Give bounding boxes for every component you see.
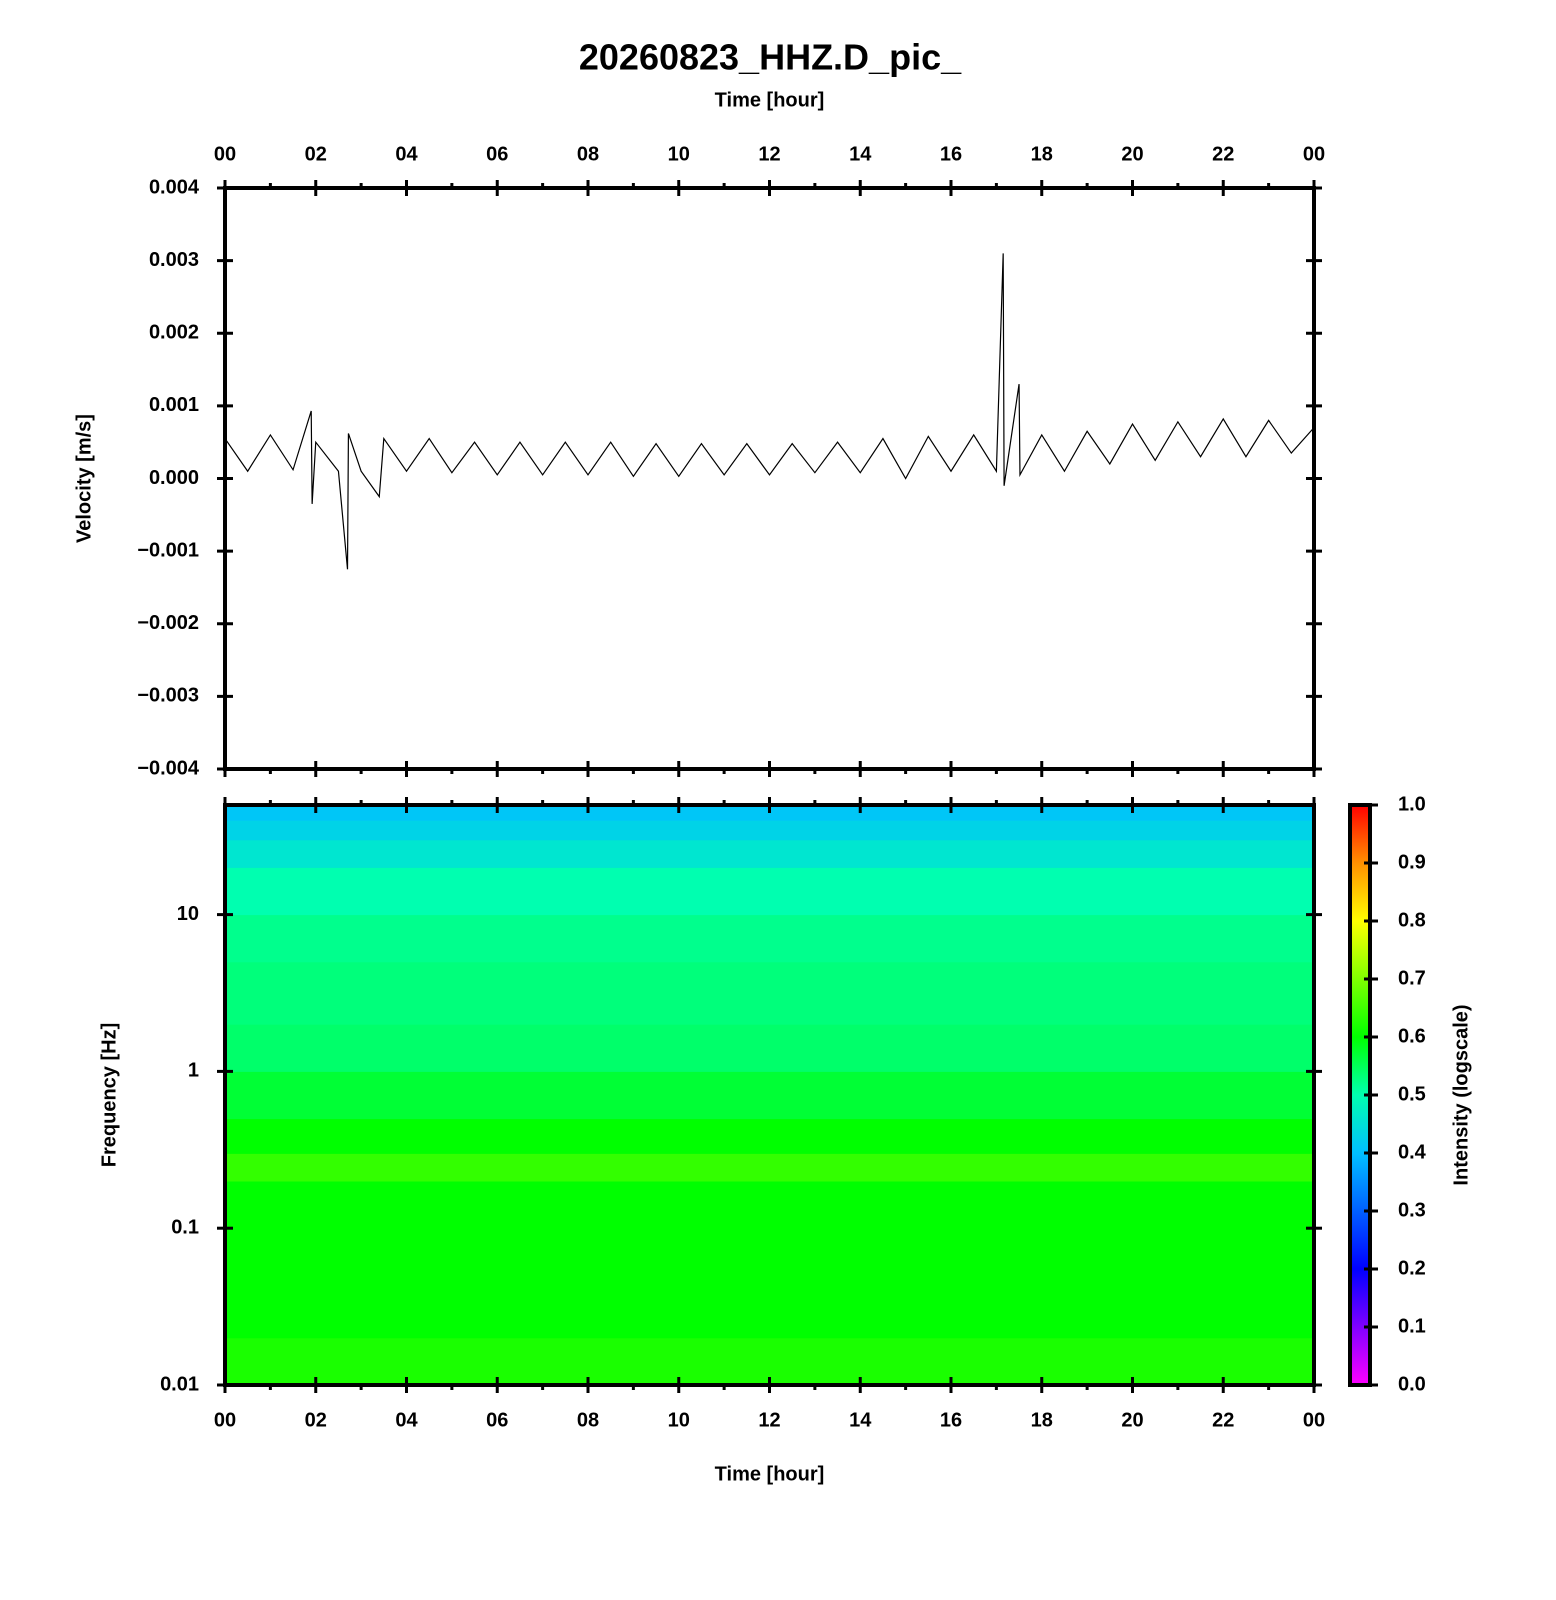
x-tick-label: 22 [1212, 1409, 1234, 1431]
spectrogram-band [225, 1071, 1314, 1120]
colorbar-tick-label: 0.4 [1398, 1141, 1427, 1163]
x-tick-label: 04 [395, 143, 418, 165]
x-tick-label: 00 [1303, 143, 1325, 165]
spectrogram-band [225, 1228, 1314, 1276]
x-tick-label: 18 [1031, 143, 1053, 165]
y-tick-label: 0.1 [171, 1216, 199, 1238]
x-tick-label: 18 [1031, 1409, 1053, 1431]
spectrogram-band [225, 820, 1314, 841]
colorbar-label: Intensity (logscale) [1450, 1004, 1472, 1185]
spectrogram-band [225, 914, 1314, 963]
colorbar-tick-label: 0.9 [1398, 851, 1426, 873]
waveform [224, 253, 1315, 570]
colorbar-tick-label: 0.2 [1398, 1257, 1426, 1279]
colorbar-tick-label: 0.8 [1398, 909, 1426, 931]
y-tick-label: −0.001 [137, 539, 199, 561]
spectrogram-band [225, 867, 1314, 916]
x-tick-label: 00 [214, 143, 236, 165]
x-axis-label: Time [hour] [715, 1463, 825, 1485]
y-tick-label: 0.002 [149, 322, 199, 344]
x-tick-label: 08 [577, 1409, 599, 1431]
x-tick-label: 08 [577, 143, 599, 165]
spectrogram-band [225, 1118, 1314, 1154]
spectrogram-band [225, 1153, 1314, 1182]
x-tick-label: 20 [1121, 1409, 1143, 1431]
x-tick-label: 02 [305, 1409, 327, 1431]
x-tick-label: 00 [214, 1409, 236, 1431]
x-tick-label: 00 [1303, 1409, 1325, 1431]
plot-frame [223, 186, 1316, 771]
spectrogram-band [225, 1024, 1314, 1072]
colorbar-tick-label: 0.7 [1398, 967, 1426, 989]
spectrogram-band [225, 839, 1314, 868]
spectrogram-band [225, 1275, 1314, 1339]
x-tick-label: 06 [486, 1409, 508, 1431]
y-tick-label: 0.001 [149, 394, 199, 416]
colorbar-tick-label: 0.5 [1398, 1083, 1426, 1105]
y-tick-label: 0.003 [149, 249, 199, 271]
x-tick-label: 16 [940, 1409, 962, 1431]
y-axis-label: Frequency [Hz] [98, 1023, 120, 1167]
colorbar-tick-label: 0.3 [1398, 1199, 1426, 1221]
x-tick-label: 02 [305, 143, 327, 165]
y-tick-label: 1 [188, 1060, 199, 1082]
x-tick-label: 12 [758, 143, 780, 165]
spectrogram-band [225, 1180, 1314, 1229]
colorbar-tick-label: 1.0 [1398, 793, 1426, 815]
chart-title: 20260823_HHZ.D_pic_ [579, 37, 962, 78]
y-tick-label: −0.004 [137, 757, 200, 779]
x-tick-label: 10 [668, 1409, 690, 1431]
x-tick-label: 14 [849, 1409, 872, 1431]
y-tick-label: 0.01 [160, 1373, 199, 1395]
y-tick-label: 0.004 [149, 176, 200, 198]
y-axis-label: Velocity [m/s] [73, 414, 95, 543]
x-tick-label: 10 [668, 143, 690, 165]
plot-frame [223, 803, 1316, 1387]
x-tick-label: 20 [1121, 143, 1143, 165]
y-tick-label: −0.002 [137, 612, 199, 634]
x-tick-label: 06 [486, 143, 508, 165]
x-tick-label: 12 [758, 1409, 780, 1431]
spectrogram-band [225, 961, 1314, 1025]
x-tick-label: 14 [849, 143, 872, 165]
colorbar-tick-label: 0.1 [1398, 1315, 1426, 1337]
y-tick-label: 10 [177, 903, 199, 925]
x-tick-label: 04 [395, 1409, 418, 1431]
colorbar-tick-label: 0.6 [1398, 1025, 1426, 1047]
y-tick-label: −0.003 [137, 685, 199, 707]
x-tick-label: 16 [940, 143, 962, 165]
y-tick-label: 0.000 [149, 467, 199, 489]
x-axis-label: Time [hour] [715, 89, 825, 111]
x-tick-label: 22 [1212, 143, 1234, 165]
colorbar-tick-label: 0.0 [1398, 1373, 1426, 1395]
